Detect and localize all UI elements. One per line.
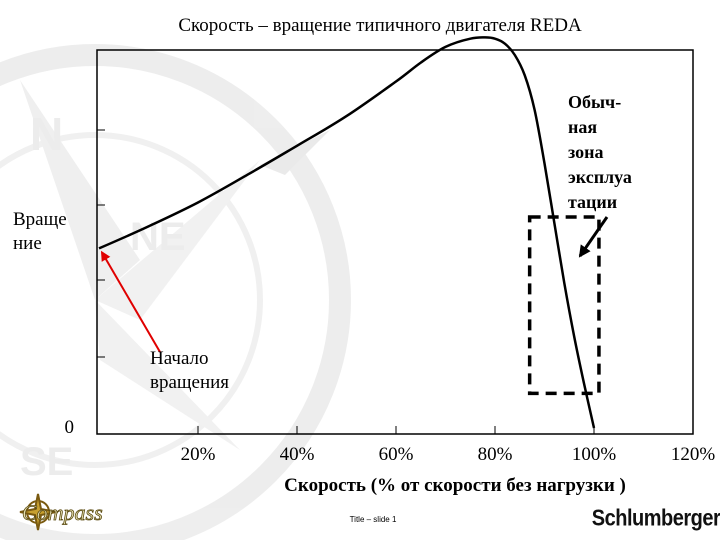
x-tick-label: 120%	[671, 444, 716, 465]
start-point-arrow	[100, 250, 161, 353]
compass-watermark-icon: N NE SE	[0, 44, 351, 540]
schlumberger-logo: Schlumberger	[592, 504, 720, 531]
annotation-start: Начало вращения	[150, 348, 229, 393]
y-axis-ticks	[97, 129, 105, 358]
svg-text:N: N	[30, 108, 63, 160]
zone-pointer-arrow	[578, 216, 609, 258]
x-axis-label: Скорость (% от скорости без нагрузки )	[284, 475, 626, 496]
annotation-zone-line-1: Обыч-	[568, 92, 621, 112]
annotation-zone-line-2: ная	[568, 117, 597, 137]
y-axis-label: Враще ние	[13, 209, 71, 254]
svg-text:SE: SE	[20, 440, 73, 484]
annotation-zone-line-3: зона	[568, 142, 604, 162]
annotation-zone: Обыч- ная зона эксплуа тации	[568, 92, 636, 212]
x-tick-label: 80%	[478, 444, 513, 465]
x-tick-label: 100%	[572, 444, 617, 465]
annotation-start-line-1: Начало	[150, 348, 209, 369]
annotation-start-line-2: вращения	[150, 372, 229, 393]
compass-rose-icon	[19, 493, 57, 531]
compass-logo-text: Compass	[22, 500, 103, 525]
x-tick-label: 60%	[379, 444, 414, 465]
annotation-zone-line-4: эксплуа	[568, 167, 632, 187]
y-axis-label-line-2: ние	[13, 233, 42, 254]
annotation-zone-line-5: тации	[568, 192, 617, 212]
compass-logo: Compass	[19, 493, 103, 531]
operating-zone-box	[527, 215, 601, 396]
x-tick-label: 20%	[181, 444, 216, 465]
chart-title: Скорость – вращение типичного двигателя …	[178, 15, 582, 36]
plot-area	[96, 49, 694, 435]
slide-label: Title – slide 1	[350, 515, 397, 524]
x-axis: 20% 40% 60% 80% 100% 120%	[181, 426, 716, 465]
y-axis-label-line-1: Враще	[13, 209, 67, 230]
x-tick-label: 40%	[280, 444, 315, 465]
series-line-torque	[98, 36, 596, 429]
y-zero-label: 0	[65, 417, 75, 438]
